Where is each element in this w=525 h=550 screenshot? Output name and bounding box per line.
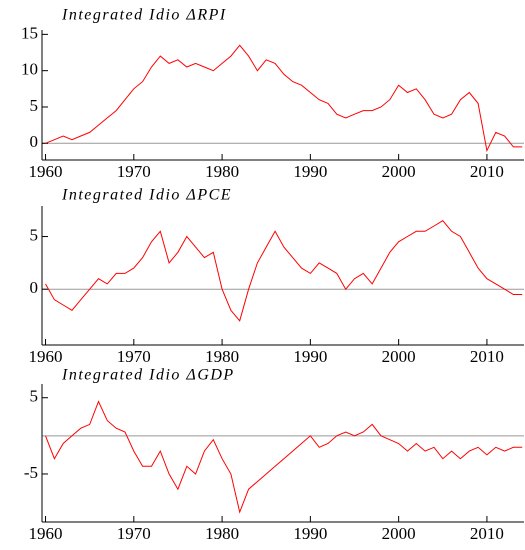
y-tick-label: 5 bbox=[30, 225, 39, 244]
x-tick-label: 1990 bbox=[293, 347, 327, 366]
x-tick-label: 1990 bbox=[293, 524, 327, 543]
x-tick-label: 1970 bbox=[117, 347, 151, 366]
x-tick-label: 2000 bbox=[382, 162, 416, 181]
y-tick-label: 5 bbox=[30, 96, 39, 115]
x-tick-label: 2000 bbox=[382, 347, 416, 366]
y-tick-label: -5 bbox=[24, 463, 38, 482]
y-tick-label: 15 bbox=[21, 23, 38, 42]
y-tick-label: 10 bbox=[21, 60, 38, 79]
x-tick-label: 2010 bbox=[470, 524, 504, 543]
x-tick-label: 2010 bbox=[470, 162, 504, 181]
x-tick-label: 2010 bbox=[470, 347, 504, 366]
x-tick-label: 1990 bbox=[293, 162, 327, 181]
chart-title: Integrated Idio ΔRPI bbox=[61, 7, 227, 24]
y-tick-label: 5 bbox=[30, 387, 39, 406]
x-tick-label: 1960 bbox=[29, 162, 63, 181]
x-tick-label: 1980 bbox=[205, 162, 239, 181]
data-line bbox=[45, 44, 523, 153]
y-tick-label: 0 bbox=[30, 278, 39, 297]
x-tick-label: 1960 bbox=[29, 347, 63, 366]
data-line bbox=[45, 220, 523, 322]
x-tick-label: 2000 bbox=[382, 524, 416, 543]
x-tick-label: 1980 bbox=[205, 347, 239, 366]
x-tick-label: 1960 bbox=[29, 524, 63, 543]
x-tick-label: 1970 bbox=[117, 524, 151, 543]
y-tick-label: 0 bbox=[30, 132, 39, 151]
chart-title: Integrated Idio ΔGDP bbox=[61, 367, 235, 384]
x-tick-label: 1980 bbox=[205, 524, 239, 543]
data-line bbox=[45, 400, 523, 514]
x-tick-label: 1970 bbox=[117, 162, 151, 181]
chart-title: Integrated Idio ΔPCE bbox=[61, 187, 232, 204]
